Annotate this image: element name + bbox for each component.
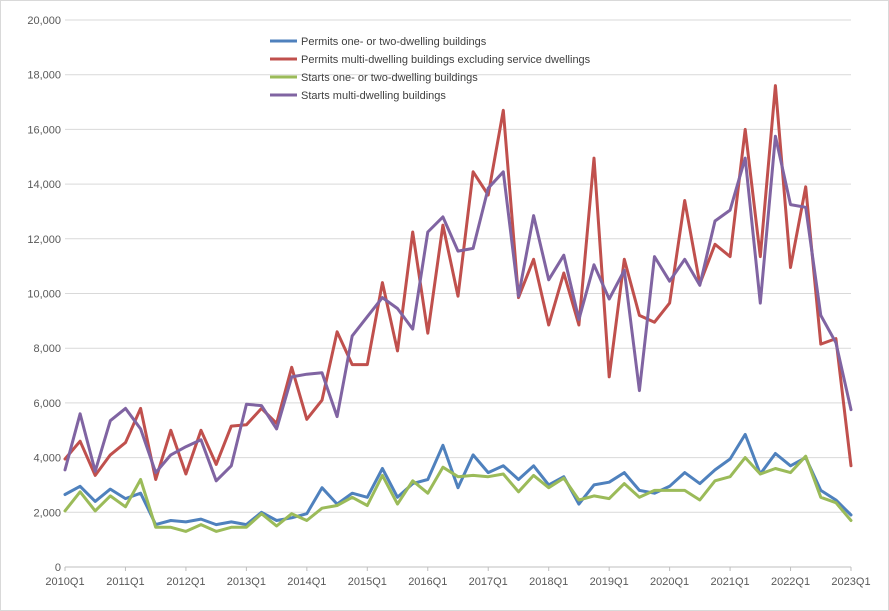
y-tick-label: 14,000 [27,179,61,191]
legend-label: Permits multi-dwelling buildings excludi… [301,54,591,66]
legend: Permits one- or two-dwelling buildings Pe… [270,36,591,102]
y-tick-label: 6,000 [33,398,61,410]
x-tick-label: 2016Q1 [408,576,447,588]
legend-label: Permits one- or two-dwelling buildings [301,36,487,48]
x-tick-label: 2012Q1 [166,576,205,588]
y-tick-label: 20,000 [27,15,61,27]
x-tick-label: 2010Q1 [45,576,84,588]
y-tick-label: 8,000 [33,343,61,355]
x-tick-label: 2022Q1 [771,576,810,588]
y-tick-label: 4,000 [33,453,61,465]
y-tick-label: 12,000 [27,234,61,246]
y-tick-label: 16,000 [27,124,61,136]
y-tick-label: 0 [55,562,61,574]
x-tick-label: 2020Q1 [650,576,689,588]
y-tick-label: 2,000 [33,507,61,519]
x-tick-label: 2017Q1 [469,576,508,588]
series-line-4 [63,134,853,483]
series-line-3 [63,454,853,533]
x-tick-label: 2011Q1 [106,576,144,588]
y-tick-label: 10,000 [27,289,61,301]
x-tick-label: 2014Q1 [287,576,326,588]
legend-label: Starts one- or two-dwelling buildings [301,72,478,84]
x-tick-label: 2019Q1 [590,576,629,588]
x-tick-label: 2023Q1 [831,576,870,588]
gridlines [65,19,851,513]
x-tick-label: 2015Q1 [348,576,387,588]
legend-label: Starts multi-dwelling buildings [301,90,446,102]
y-axis-tick-labels: 0 2,000 4,000 6,000 8,000 10,000 12,000 14,000 1… [27,15,61,574]
series-lines [63,84,853,533]
axes [64,566,852,571]
series-line-2 [63,84,853,481]
y-tick-label: 18,000 [27,70,61,82]
x-tick-label: 2021Q1 [710,576,749,588]
x-tick-label: 2018Q1 [529,576,568,588]
x-axis-tick-labels: 2010Q1 2011Q1 2012Q1 2013Q1 2014Q1 2015Q1 2016… [45,576,870,588]
series-line-1 [63,432,853,527]
x-tick-label: 2013Q1 [227,576,266,588]
